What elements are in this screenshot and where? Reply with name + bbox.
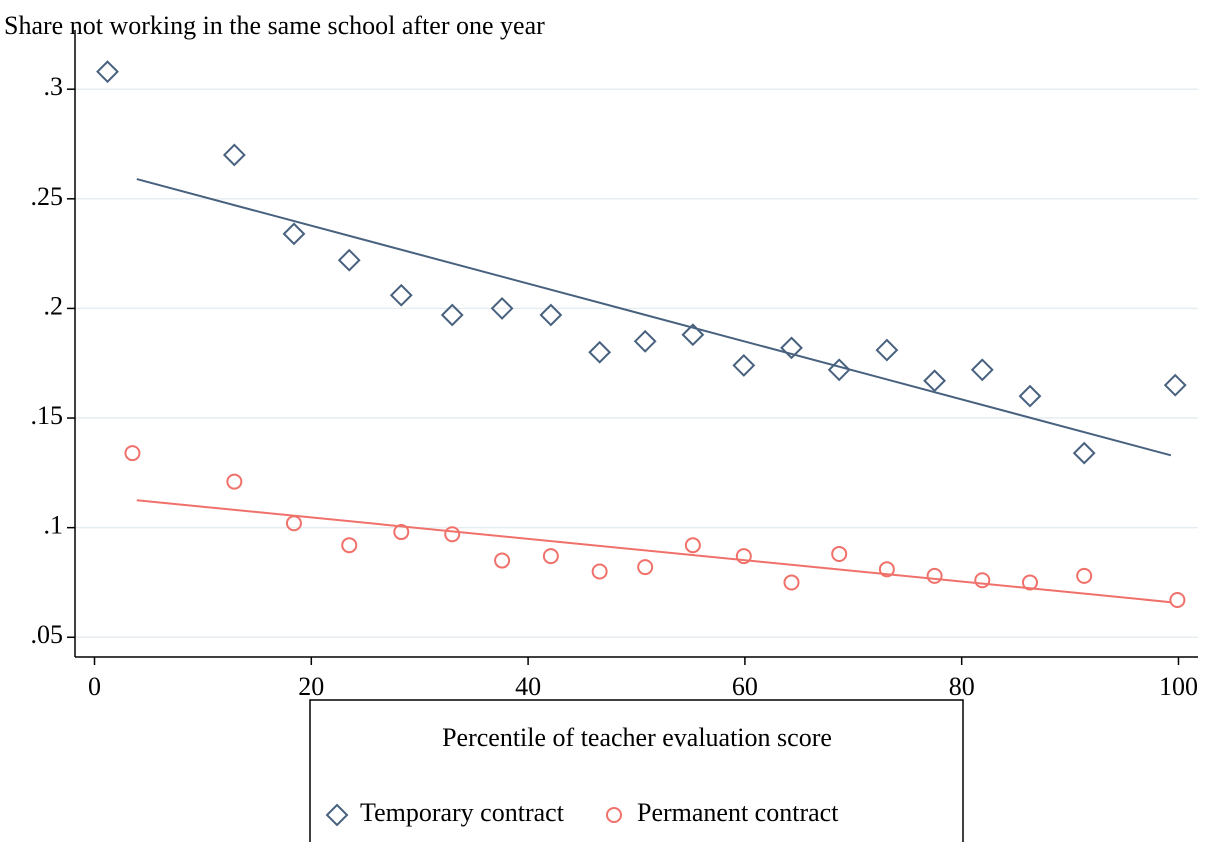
chart-title: Share not working in the same school aft… xyxy=(4,11,545,40)
x-tick-label: 60 xyxy=(732,672,758,701)
circle-point xyxy=(735,548,752,565)
circle-point xyxy=(1076,567,1093,584)
circle-point xyxy=(1169,592,1186,608)
circle-point xyxy=(1021,574,1038,591)
diamond-point xyxy=(389,283,413,307)
y-tick-label: .2 xyxy=(44,291,64,320)
diamond-point xyxy=(732,354,756,377)
legend-label: Temporary contract xyxy=(360,798,565,827)
diamond-point xyxy=(490,297,514,320)
circle-point xyxy=(684,537,701,554)
diamond-point xyxy=(827,358,851,382)
circle-point xyxy=(783,574,800,591)
y-tick-label: .1 xyxy=(44,511,64,540)
fit-line xyxy=(136,178,1172,457)
circle-point xyxy=(124,445,141,462)
y-tick-label: .3 xyxy=(44,72,64,101)
circle-point xyxy=(226,473,243,490)
circle-point xyxy=(341,537,358,554)
fit-line xyxy=(136,499,1171,604)
circle-point xyxy=(878,561,895,578)
x-tick-label: 40 xyxy=(515,672,541,701)
y-tick-label: .25 xyxy=(31,182,64,211)
circle-point xyxy=(974,572,991,589)
y-tick-label: .15 xyxy=(31,401,64,430)
diamond-point xyxy=(780,336,803,360)
x-tick-label: 0 xyxy=(88,672,101,701)
legend-label: Permanent contract xyxy=(637,798,839,827)
diamond-point xyxy=(222,143,246,167)
circle-point xyxy=(926,567,943,584)
x-tick-label: 100 xyxy=(1159,672,1198,701)
diamond-point xyxy=(1018,384,1042,408)
circle-point xyxy=(285,515,302,532)
diamond-point xyxy=(282,222,306,246)
diamond-point xyxy=(440,303,464,327)
diamond-point xyxy=(96,60,119,84)
legend-box xyxy=(309,699,964,842)
circle-point xyxy=(831,545,848,562)
diamond-point xyxy=(539,303,563,327)
diamond-point xyxy=(875,338,899,362)
diamond-point xyxy=(633,329,657,353)
circle-point xyxy=(393,524,410,541)
circle-point xyxy=(637,559,654,576)
circle-point xyxy=(591,563,608,580)
circle-point xyxy=(444,526,461,543)
y-tick-label: .05 xyxy=(31,620,64,649)
diamond-point xyxy=(923,369,947,393)
diamond-point xyxy=(1072,441,1096,465)
diamond-point xyxy=(337,248,361,272)
x-tick-label: 80 xyxy=(949,672,975,701)
diamond-point xyxy=(588,340,612,364)
circle-point xyxy=(542,548,559,565)
x-axis-label: Percentile of teacher evaluation score xyxy=(442,723,832,752)
circle-point xyxy=(494,552,511,569)
diamond-point xyxy=(1163,373,1187,397)
legend-marker xyxy=(325,803,349,827)
diamond-point xyxy=(970,358,994,382)
x-tick-label: 20 xyxy=(298,672,324,701)
diamond-point xyxy=(681,323,705,347)
legend-marker xyxy=(606,807,622,823)
